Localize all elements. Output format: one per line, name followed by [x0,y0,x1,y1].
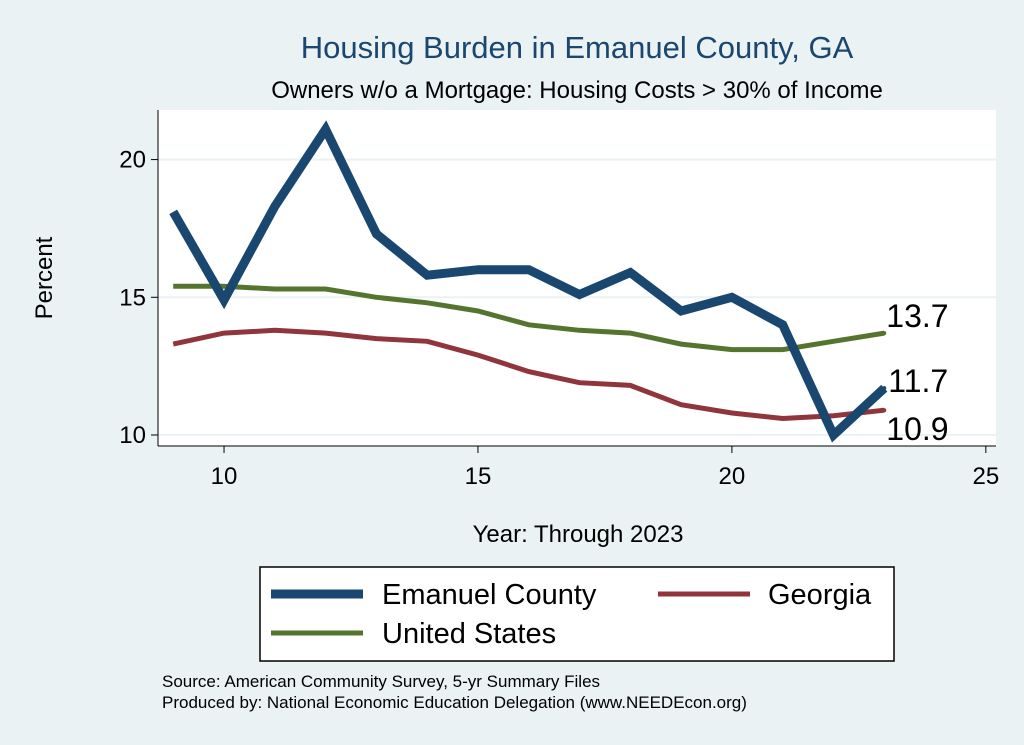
y-tick-label-10: 10 [119,422,146,449]
data-point-emanuel-county-23 [882,386,887,391]
end-label-georgia: 10.9 [886,411,948,447]
data-point-united-states-23 [882,331,887,336]
series-line-georgia [172,327,885,422]
axes: 10 15 20 10 15 20 25 [119,110,999,490]
chart-title: Housing Burden in Emanuel County, GA [301,30,854,65]
y-tick-label-15: 15 [119,284,146,311]
source-note: Source: American Community Survey, 5-yr … [162,672,600,691]
end-labels: 11.7 10.9 13.7 [886,298,948,447]
producer-note: Produced by: National Economic Education… [162,693,747,712]
x-axis-title: Year: Through 2023 [473,521,684,548]
x-tick-label-10: 10 [211,463,238,490]
series-line-emanuel-county [169,120,888,443]
legend-label-united-states: United States [382,618,556,650]
y-axis-title: Percent [31,236,58,319]
legend: Emanuel County Georgia United States [259,566,895,662]
end-label-united-states: 13.7 [886,298,948,334]
series-line-united-states [173,283,885,353]
series-lines [169,120,888,443]
chart-subtitle: Owners w/o a Mortgage: Housing Costs > 3… [271,77,883,104]
end-label-emanuel-county: 11.7 [888,363,948,399]
x-tick-label-15: 15 [465,463,492,490]
data-point-georgia-23 [882,408,887,413]
x-tick-label-25: 25 [972,463,999,490]
legend-box [259,566,895,662]
x-tick-label-20: 20 [719,463,746,490]
y-tick-label-20: 20 [119,147,146,174]
legend-label-georgia: Georgia [768,579,872,611]
legend-label-emanuel-county: Emanuel County [382,579,597,611]
